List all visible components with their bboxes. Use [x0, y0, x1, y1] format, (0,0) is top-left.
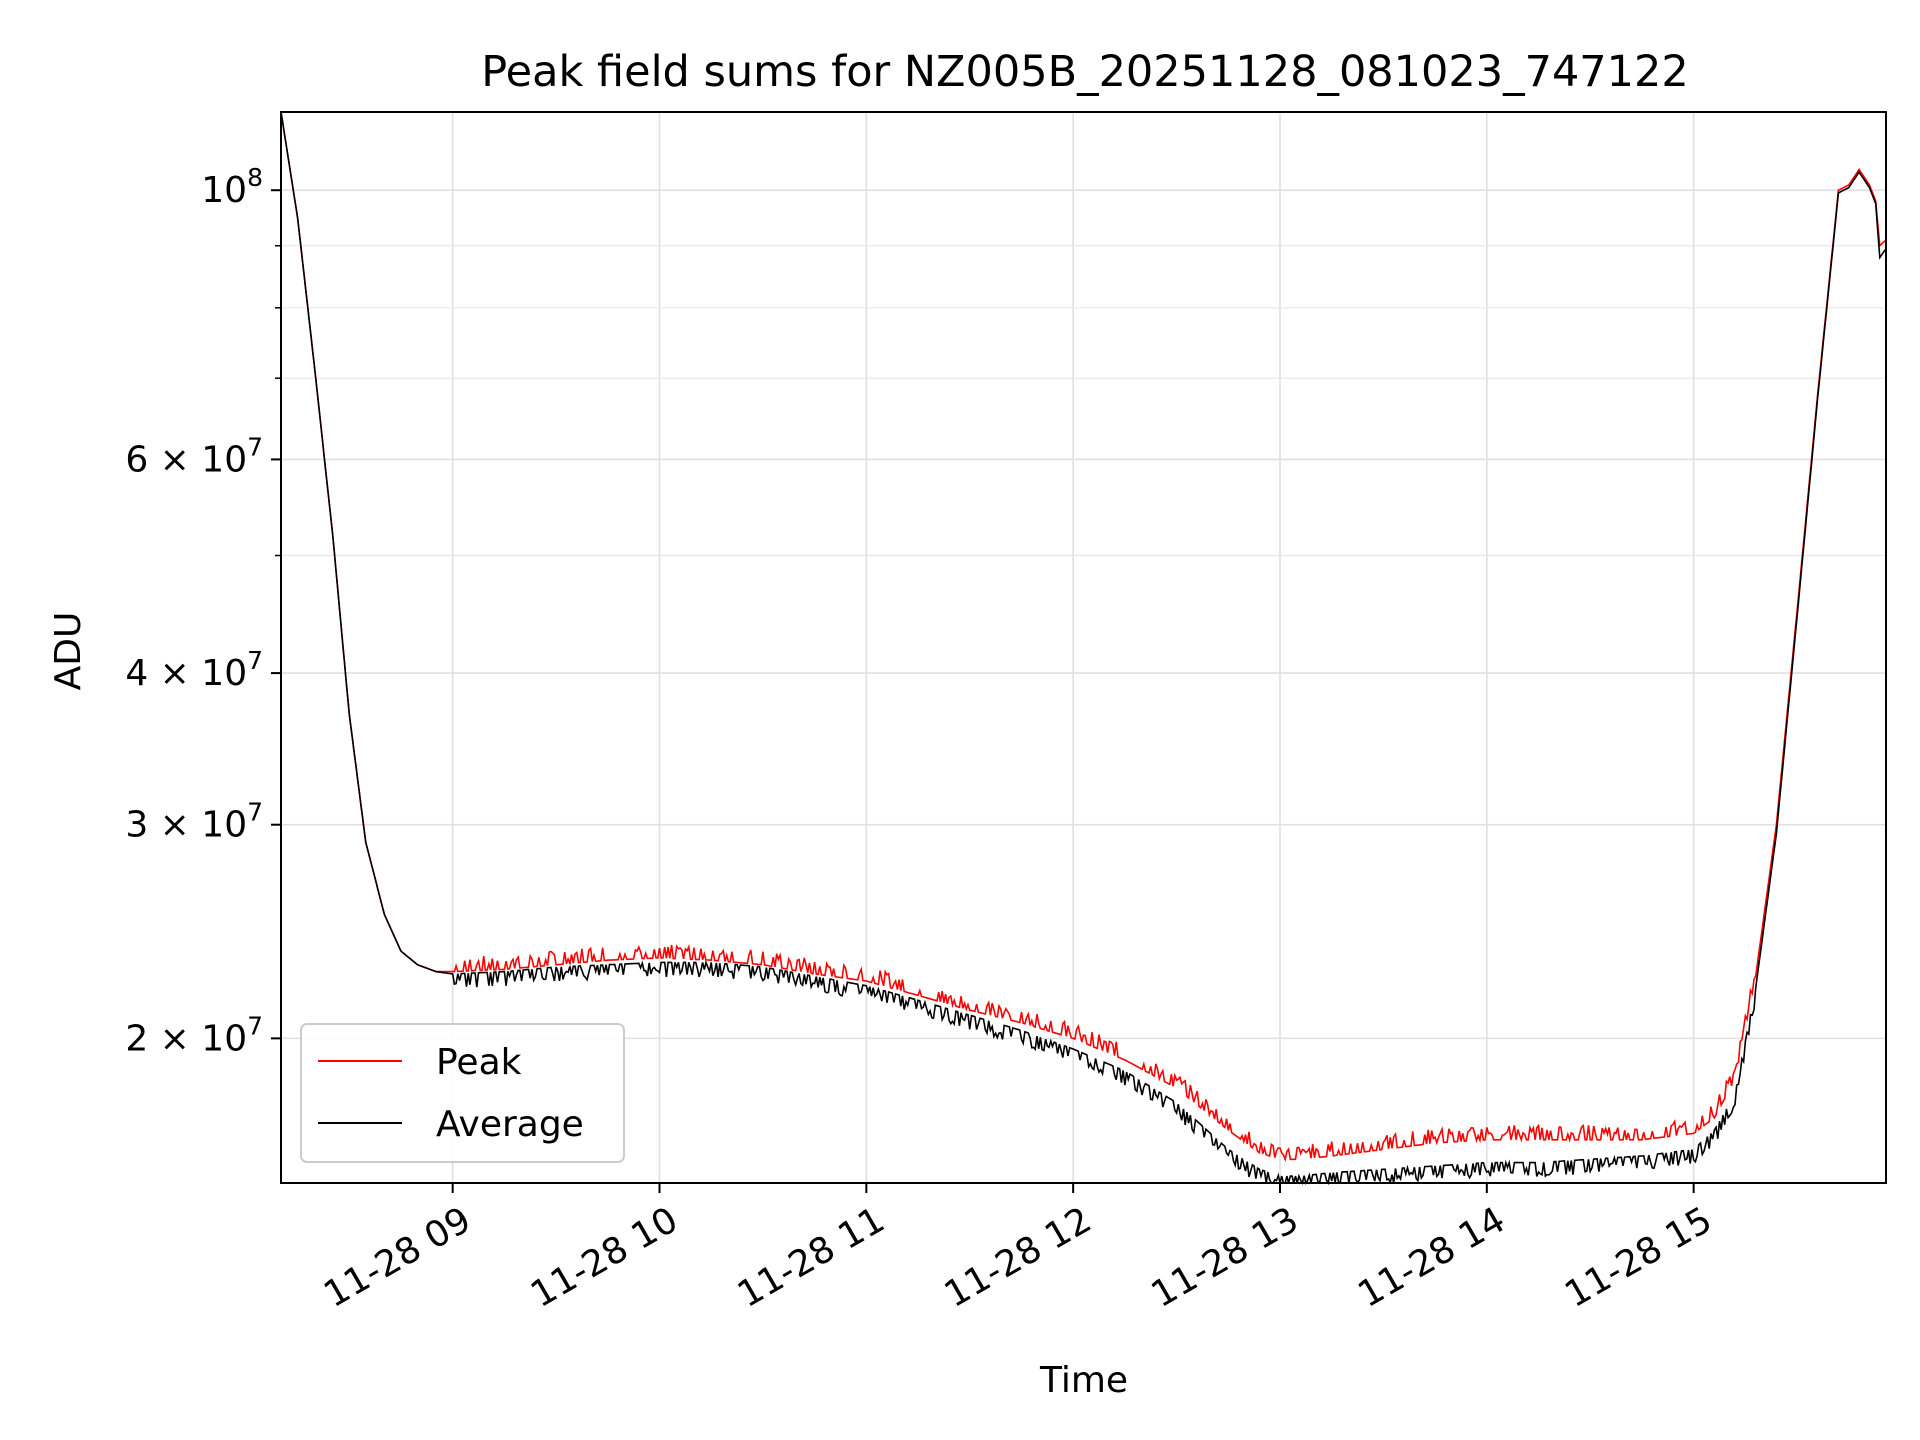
series-line-peak [280, 111, 1887, 1163]
chart-title: Peak field sums for NZ005B_20251128_0810… [481, 47, 1689, 97]
series-layer [280, 111, 1887, 1186]
y-tick-label: 108 [201, 163, 263, 211]
series-line-average [280, 111, 1887, 1186]
legend-label-average: Average [436, 1104, 584, 1145]
legend: Peak Average [300, 1023, 625, 1163]
y-tick-label: 3 × 107 [125, 798, 263, 846]
plot-frame [280, 111, 1887, 1184]
y-axis-title: ADU [48, 612, 89, 691]
y-tick-label: 2 × 107 [125, 1011, 263, 1059]
y-tick-label: 6 × 107 [125, 432, 263, 480]
x-axis-title: Time [1039, 1360, 1128, 1401]
legend-box [300, 1023, 625, 1163]
legend-label-peak: Peak [436, 1042, 522, 1083]
y-tick-label: 4 × 107 [125, 646, 263, 694]
